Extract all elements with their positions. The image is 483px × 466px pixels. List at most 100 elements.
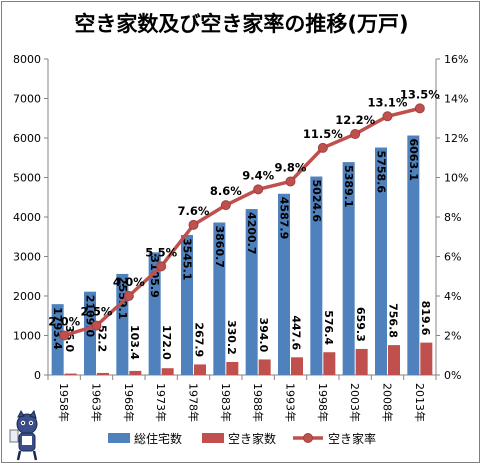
x-tick-label: 1958年	[57, 383, 71, 422]
y2-tick-label: 14%	[444, 93, 468, 106]
vacant-houses-value-label: 819.6	[419, 301, 432, 336]
vacancy-rate-point	[382, 111, 393, 122]
vacancy-rate-point	[91, 320, 102, 331]
x-tick-label: 1963年	[90, 383, 104, 422]
vacancy-rate-point	[59, 330, 70, 341]
vacant-houses-value-label: 267.9	[193, 322, 206, 357]
x-tick-label: 2003年	[348, 383, 362, 422]
bar-total-housing	[51, 304, 64, 375]
vacancy-rate-label: 4.0%	[113, 275, 145, 289]
mascot-part	[16, 450, 38, 461]
bar-total-housing	[148, 252, 161, 375]
y2-tick-label: 12%	[444, 132, 468, 145]
y-tick-label: 2000	[13, 290, 41, 303]
vacancy-rate-label: 2.5%	[81, 305, 113, 319]
y2-tick-label: 2%	[444, 330, 461, 343]
vacancy-rate-label: 5.5%	[145, 245, 177, 259]
vacancy-rate-label: 13.5%	[400, 87, 440, 101]
vacant-houses-value-label: 756.8	[387, 303, 400, 338]
vacancy-rate-label: 11.5%	[303, 127, 343, 141]
bar-vacant-houses	[258, 359, 271, 375]
bar-vacant-houses	[64, 373, 77, 375]
bar-total-housing	[213, 222, 226, 375]
bar-vacant-houses	[194, 364, 206, 375]
vacancy-rate-point	[188, 219, 199, 230]
bar-total-housing	[342, 162, 355, 375]
vacant-houses-value-label: 576.4	[322, 310, 335, 345]
legend-swatch-total-housing	[108, 433, 130, 443]
vacancy-rate-label: 9.4%	[242, 168, 274, 182]
bar-vacant-houses	[161, 368, 174, 375]
bar-vacant-houses	[226, 361, 239, 375]
vacancy-rate-point	[253, 184, 264, 195]
y2-tick-label: 10%	[444, 172, 468, 185]
mascot-part	[17, 409, 25, 418]
vacant-houses-value-label: 172.0	[160, 325, 173, 360]
bar-total-housing	[181, 234, 193, 375]
total-housing-value-label: 3545.1	[181, 238, 194, 280]
y-tick-label: 0	[34, 369, 41, 382]
legend-label-vacant-houses: 空き家数	[228, 431, 276, 446]
x-tick-label: 1973年	[154, 383, 168, 422]
x-tick-label: 1968年	[122, 383, 136, 422]
mascot-illustration	[9, 409, 38, 461]
y2-tick-label: 8%	[444, 211, 461, 224]
vacancy-rate-label: 7.6%	[178, 204, 210, 218]
vacancy-rate-label: 2.0%	[48, 315, 80, 329]
y-tick-label: 8000	[13, 53, 41, 66]
vacancy-rate-point	[123, 291, 134, 301]
chart-title: 空き家数及び空き家率の推移(万戸)	[74, 12, 409, 36]
bar-total-housing	[407, 135, 420, 375]
bar-vacant-houses	[323, 352, 336, 375]
bar-total-housing	[310, 176, 323, 375]
bar-total-housing	[375, 147, 387, 375]
legend-label-total-housing: 総住宅数	[134, 431, 182, 446]
vacancy-rate-label: 9.8%	[275, 160, 307, 174]
vacancy-rate-label: 13.1%	[368, 95, 408, 109]
bar-vacant-houses	[388, 345, 400, 375]
vacancy-rate-point	[220, 200, 231, 211]
bar-vacant-houses	[97, 372, 109, 375]
vacant-houses-value-label: 659.3	[354, 307, 367, 342]
vacancy-rate-point	[285, 176, 296, 187]
y-tick-label: 1000	[13, 330, 41, 343]
total-housing-value-label: 4200.7	[245, 212, 258, 254]
mascot-part	[29, 409, 37, 419]
x-tick-label: 1993年	[284, 383, 298, 422]
total-housing-value-label: 5024.6	[310, 180, 323, 223]
bar-vacant-houses	[291, 357, 303, 375]
x-tick-label: 1988年	[251, 383, 265, 422]
total-housing-value-label: 6063.1	[407, 139, 420, 181]
mascot-part	[30, 422, 32, 424]
x-tick-label: 1978年	[187, 383, 201, 422]
bar-total-housing	[245, 209, 258, 375]
vacancy-rate-point	[156, 261, 167, 272]
vacancy-rate-label: 8.6%	[210, 184, 242, 198]
x-tick-label: 1983年	[219, 383, 233, 422]
vacancy-rate-line	[63, 106, 421, 338]
y-tick-label: 5000	[13, 172, 41, 185]
vacancy-rate-point	[350, 129, 361, 140]
mascot-part	[9, 429, 19, 443]
y-tick-label: 6000	[13, 132, 41, 145]
mascot-part	[22, 436, 32, 445]
y-tick-label: 4000	[13, 211, 41, 224]
mascot-part	[22, 422, 24, 424]
vacancy-rate-point	[414, 103, 425, 114]
bar-total-housing	[84, 291, 96, 375]
bar-vacant-houses	[355, 348, 368, 375]
y-tick-label: 7000	[13, 93, 41, 106]
vacant-houses-value-label: 330.2	[225, 320, 238, 355]
legend-label-vacancy-rate: 空き家率	[328, 431, 376, 446]
bar-vacant-houses	[129, 370, 142, 375]
y2-tick-label: 4%	[444, 290, 461, 303]
x-tick-label: 1998年	[316, 383, 330, 422]
total-housing-value-label: 5758.6	[375, 151, 388, 194]
total-housing-value-label: 3860.7	[213, 226, 226, 268]
total-housing-value-label: 4587.9	[278, 197, 291, 239]
bar-vacant-houses	[420, 342, 433, 375]
vacancy-rate-label: 12.2%	[335, 113, 375, 127]
y-tick-label: 3000	[13, 251, 41, 264]
